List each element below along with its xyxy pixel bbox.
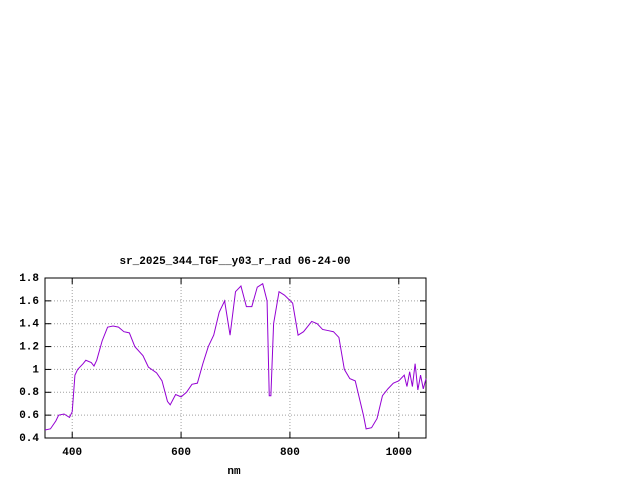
y-tick-label: 1.4 bbox=[19, 319, 39, 331]
y-tick-label: 0.8 bbox=[19, 387, 39, 399]
y-tick-label: 1.8 bbox=[19, 273, 39, 285]
x-tick-label: 400 bbox=[62, 447, 82, 459]
x-tick-label: 600 bbox=[171, 447, 191, 459]
y-tick-label: 0.4 bbox=[19, 433, 39, 445]
x-axis-label: nm bbox=[227, 466, 241, 478]
y-tick-label: 1 bbox=[32, 364, 39, 376]
x-tick-label: 1000 bbox=[386, 447, 412, 459]
y-tick-label: 1.6 bbox=[19, 296, 39, 308]
y-tick-label: 0.6 bbox=[19, 410, 39, 422]
data-line bbox=[44, 282, 427, 431]
plot-frame bbox=[44, 277, 427, 439]
x-tick-label: 800 bbox=[280, 447, 300, 459]
y-tick-label: 1.2 bbox=[19, 341, 39, 353]
chart-title: sr_2025_344_TGF__y03_r_rad 06-24-00 bbox=[119, 256, 350, 268]
